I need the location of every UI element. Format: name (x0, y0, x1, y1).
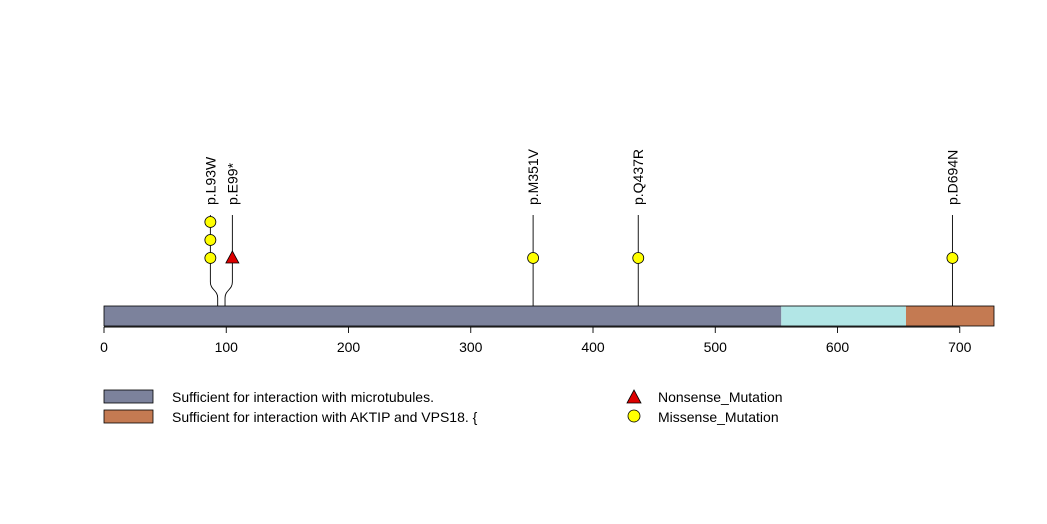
missense-mutation-marker (527, 252, 540, 264)
missense-mutation-marker (204, 252, 217, 264)
legend-mutation-types: Nonsense_Mutation Missense_Mutation (626, 389, 783, 425)
x-tick-label: 0 (100, 339, 108, 355)
mutation-labels: p.L93W p.E99* p.M351V p.Q437R p.D694N (202, 148, 960, 205)
protein-domain-1 (104, 306, 782, 326)
protein-outline (103, 305, 995, 327)
legend: Sufficient for interaction with microtub… (103, 389, 783, 425)
x-tick-label: 200 (337, 339, 361, 355)
mutation-stem-bend-1 (209, 281, 219, 299)
mutation-label: p.M351V (525, 148, 541, 205)
missense-mutation-marker (632, 252, 645, 264)
legend-swatch-domain-1 (103, 389, 154, 404)
legend-label-domain-2: Sufficient for interaction with AKTIP an… (172, 409, 478, 425)
x-tick-label: 400 (581, 339, 605, 355)
x-tick-label: 300 (459, 339, 483, 355)
x-axis: 0 100 200 300 400 500 600 700 (100, 326, 972, 355)
mutation-markers (204, 216, 959, 264)
missense-mutation-marker (946, 252, 959, 264)
legend-swatch-domain-2 (103, 409, 154, 424)
legend-label-domain-1: Sufficient for interaction with microtub… (172, 389, 434, 405)
missense-mutation-marker (204, 234, 217, 246)
x-tick-label: 100 (215, 339, 239, 355)
legend-circle-icon (627, 409, 641, 423)
mutation-label: p.E99* (224, 162, 240, 205)
missense-mutation-marker (204, 216, 217, 228)
legend-triangle-icon (626, 389, 642, 404)
x-tick-label: 700 (948, 339, 972, 355)
legend-label-missense: Missense_Mutation (658, 409, 779, 425)
legend-label-nonsense: Nonsense_Mutation (658, 389, 783, 405)
mutation-label: p.Q437R (630, 149, 646, 205)
protein-domain-2 (781, 306, 906, 326)
mutation-label: p.L93W (202, 156, 218, 205)
mutation-stem-bend-2 (224, 281, 233, 299)
protein-domain-3 (905, 306, 994, 326)
x-tick-label: 500 (704, 339, 728, 355)
legend-domains: Sufficient for interaction with microtub… (103, 389, 478, 425)
protein-track (103, 305, 995, 327)
mutation-label: p.D694N (944, 150, 960, 205)
x-tick-label: 600 (826, 339, 850, 355)
nonsense-mutation-marker (225, 250, 240, 264)
